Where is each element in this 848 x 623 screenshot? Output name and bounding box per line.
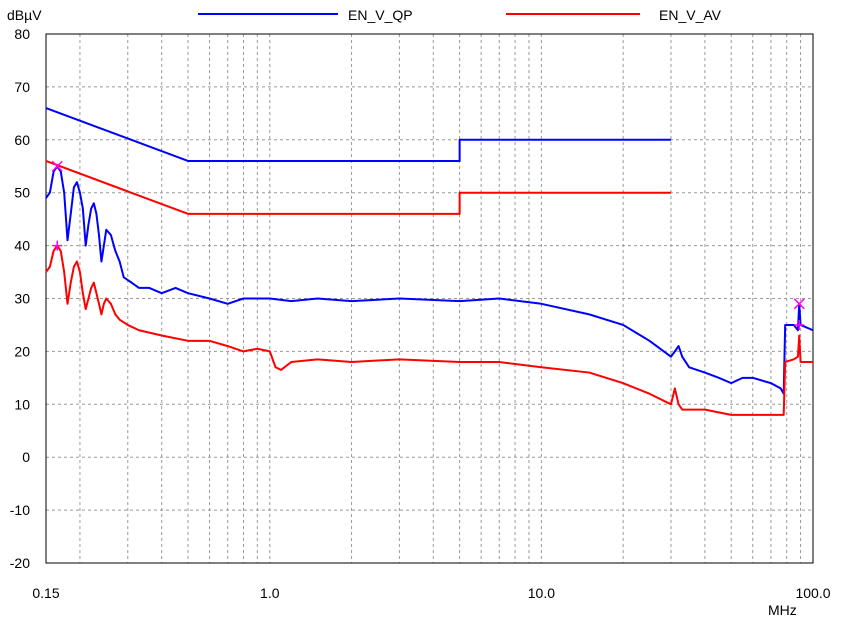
legend: EN_V_QP EN_V_AV [198, 7, 722, 23]
series-line-en_v_qp [45, 107, 671, 162]
series-line-measurement-2 [45, 165, 814, 395]
legend-label: EN_V_QP [348, 7, 413, 23]
y-axis-ticks: 80 70 60 50 40 30 20 10 0 -10 -20 [10, 26, 30, 571]
x-tick-label: 0.15 [32, 585, 59, 601]
y-axis-unit-label: dBµV [7, 7, 42, 23]
y-tick-label: 20 [14, 343, 30, 359]
plot-frame [45, 33, 814, 564]
series-group [45, 107, 814, 416]
peak-marker [52, 240, 63, 251]
x-axis-unit-label: MHz [768, 602, 797, 618]
peak-marker [51, 160, 63, 172]
x-tick-label: 1.0 [260, 585, 280, 601]
legend-label: EN_V_AV [659, 7, 722, 23]
y-tick-label: -20 [10, 555, 30, 571]
x-axis-ticks: 0.15 1.0 10.0 100.0 [32, 585, 830, 601]
y-tick-label: -10 [10, 502, 30, 518]
y-tick-label: 40 [14, 238, 30, 254]
markers-group [51, 160, 805, 330]
y-tick-label: 60 [14, 132, 30, 148]
y-tick-label: 70 [14, 79, 30, 95]
y-tick-label: 80 [14, 26, 30, 42]
peak-marker [793, 298, 805, 310]
y-tick-label: 30 [14, 291, 30, 307]
x-tick-label: 100.0 [795, 585, 830, 601]
series-line-en_v_av [45, 160, 671, 215]
peak-marker [794, 319, 805, 330]
y-tick-label: 50 [14, 185, 30, 201]
y-tick-label: 10 [14, 396, 30, 412]
y-tick-label: 0 [22, 449, 30, 465]
series-line-measurement-3 [45, 244, 813, 416]
x-tick-label: 10.0 [528, 585, 555, 601]
